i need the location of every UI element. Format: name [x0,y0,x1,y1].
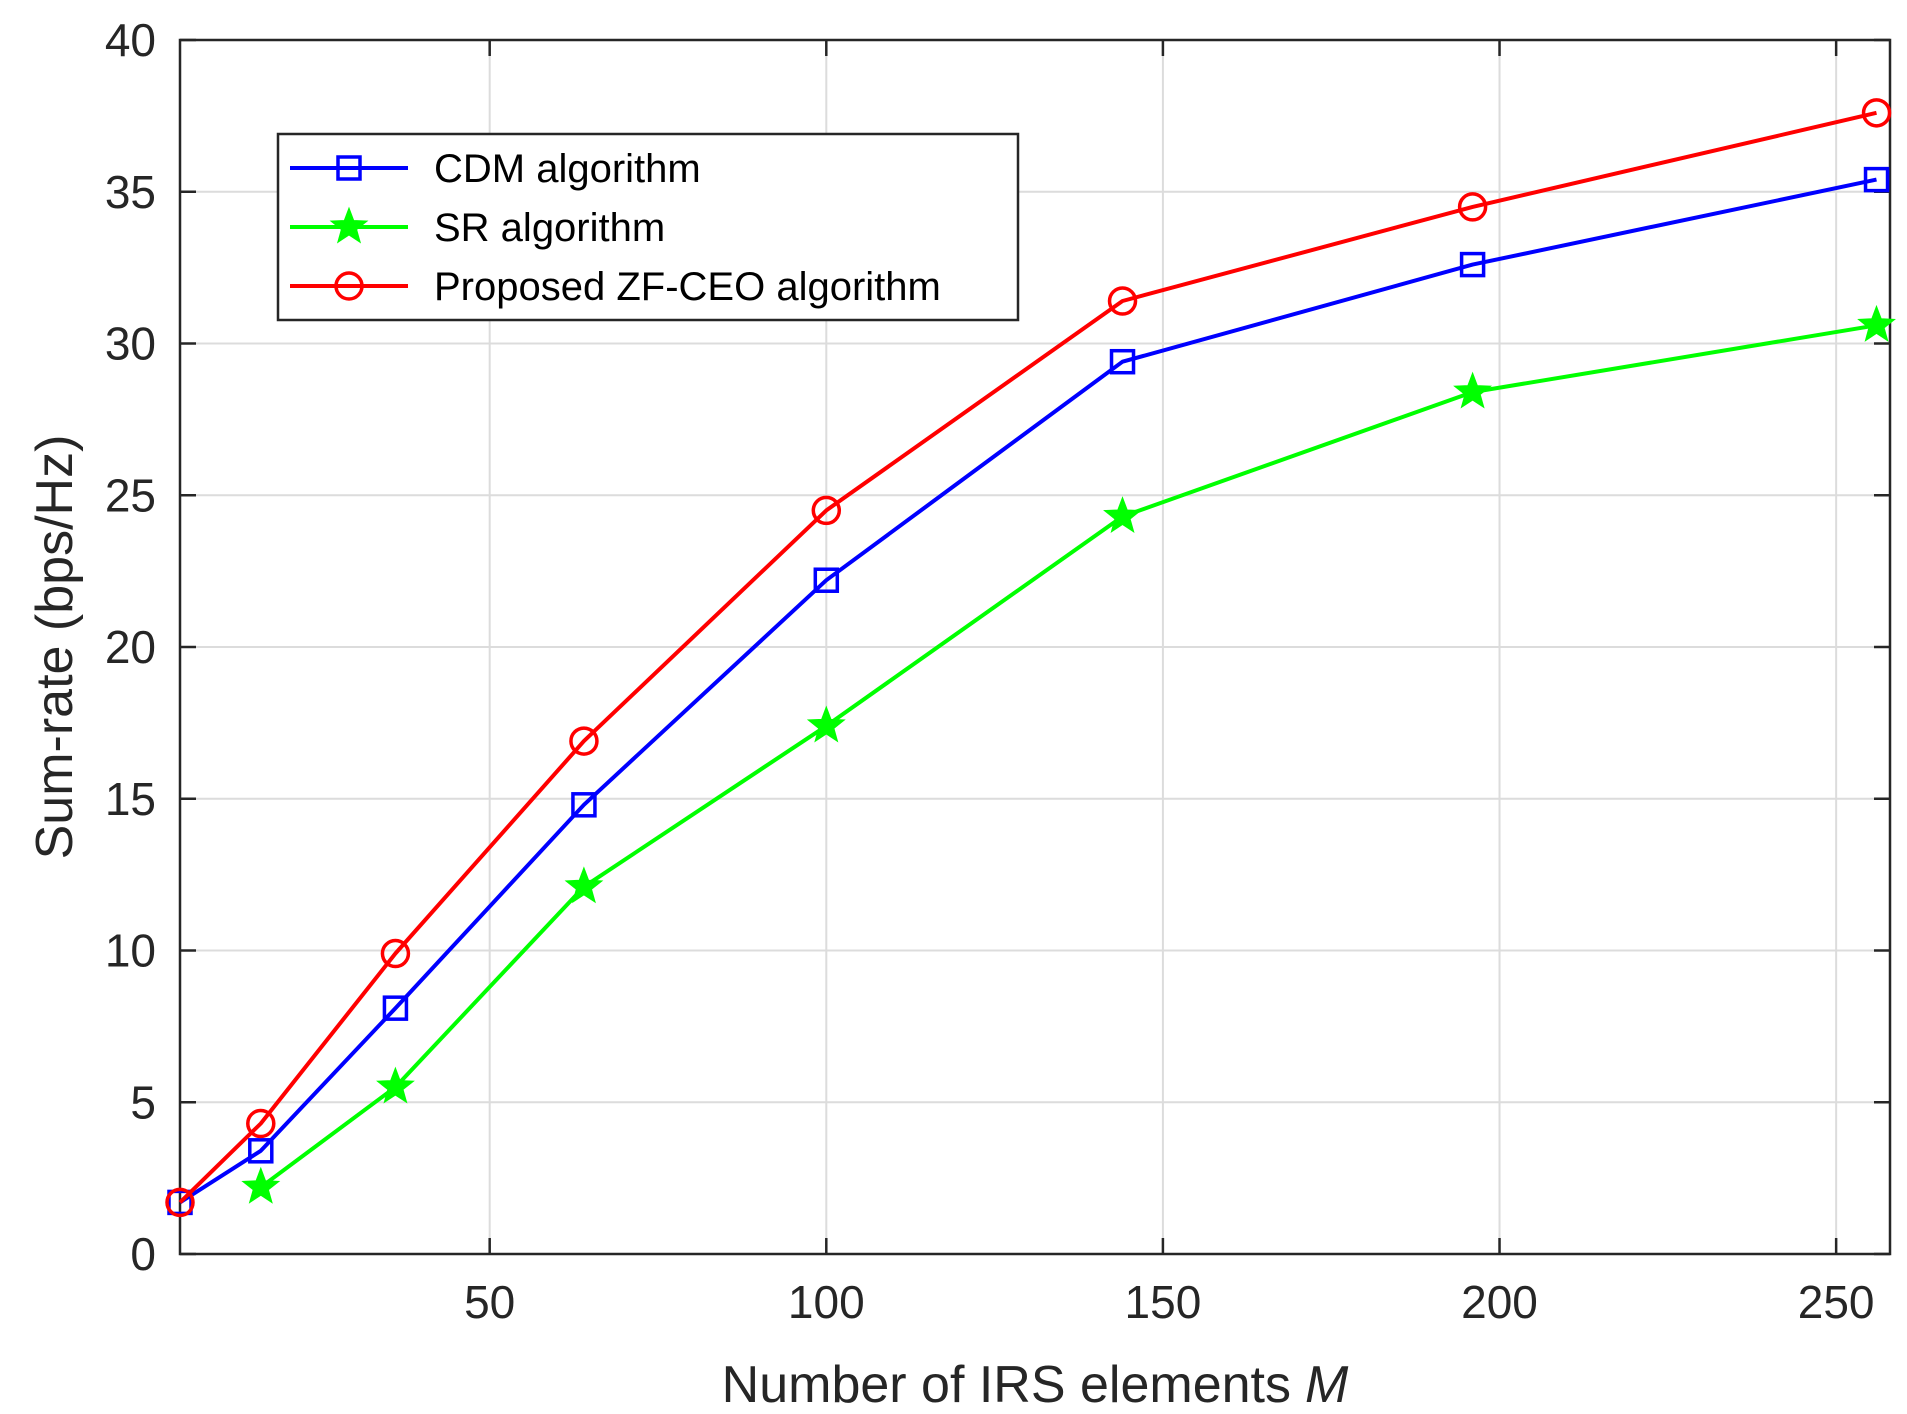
data-point-proposed-zf-ceo-algorithm [569,726,599,756]
legend-item-cdm-algorithm: CDM algorithm [290,147,701,191]
legend-marker [336,155,362,181]
data-point-sr-algorithm [806,705,846,743]
y-tick-label: 20 [105,621,156,673]
legend-label: SR algorithm [434,206,665,250]
axis-ticks: 50 100 150 200 250 0 5 10 15 20 25 30 35 40 [105,14,1890,1328]
series-sr-algorithm [241,304,1896,1204]
y-tick-label: 5 [130,1076,156,1128]
legend-marker [329,206,369,244]
y-tick-label: 10 [105,925,156,977]
y-tick-label: 40 [105,14,156,66]
y-tick-label: 35 [105,166,156,218]
data-point-cdm-algorithm [167,1189,193,1216]
data-point-cdm-algorithm [1459,251,1486,278]
data-point-cdm-algorithm [1109,348,1136,375]
legend: CDM algorithm SR algorithm Proposed ZF-CEO… [276,132,1020,322]
x-axis-title: Number of IRS elements M [722,1356,1349,1414]
data-point-cdm-algorithm [571,792,597,818]
data-point-sr-algorithm [1453,371,1493,409]
data-point-proposed-zf-ceo-algorithm [246,1108,276,1139]
legend-label: CDM algorithm [434,147,701,191]
data-point-proposed-zf-ceo-algorithm [380,938,411,969]
data-point-proposed-zf-ceo-algorithm [165,1187,195,1218]
data-point-sr-algorithm [376,1066,415,1104]
x-tick-label: 50 [464,1276,515,1328]
data-point-proposed-zf-ceo-algorithm [1107,286,1138,316]
x-tick-label: 150 [1125,1276,1202,1328]
series-cdm-algorithm [167,166,1890,1216]
data-point-cdm-algorithm [1863,166,1890,193]
data-point-sr-algorithm [564,866,604,904]
legend-label: Proposed ZF-CEO algorithm [434,265,941,309]
data-point-proposed-zf-ceo-algorithm [1861,98,1892,128]
x-tick-label: 100 [788,1276,865,1328]
y-tick-label: 25 [105,469,156,521]
data-point-cdm-algorithm [248,1138,274,1164]
series-proposed-zf-ceo-algorithm [165,98,1892,1218]
y-tick-label: 15 [105,773,156,825]
x-axis-title-text: Number of IRS elements [722,1356,1291,1414]
data-point-sr-algorithm [241,1166,281,1204]
legend-item-proposed-zf-ceo-algorithm: Proposed ZF-CEO algorithm [290,265,941,309]
legend-item-sr-algorithm: SR algorithm [290,206,665,250]
data-point-cdm-algorithm [382,995,409,1021]
legend-marker [334,271,364,301]
x-tick-label: 200 [1461,1276,1538,1328]
series-layer [165,98,1896,1218]
data-point-sr-algorithm [1857,304,1896,342]
x-axis-title-var: M [1305,1356,1349,1414]
x-tick-label: 250 [1798,1276,1875,1328]
data-point-proposed-zf-ceo-algorithm [811,495,842,526]
y-tick-label: 30 [105,318,156,370]
data-point-cdm-algorithm [813,567,840,593]
y-axis-title: Sum-rate (bps/Hz) [26,435,84,860]
series-line-cdm-algorithm [178,177,1877,1205]
data-point-proposed-zf-ceo-algorithm [1457,192,1488,222]
y-tick-label: 0 [130,1228,156,1280]
data-point-sr-algorithm [1103,496,1142,534]
series-line-proposed-zf-ceo-algorithm [178,110,1877,1204]
